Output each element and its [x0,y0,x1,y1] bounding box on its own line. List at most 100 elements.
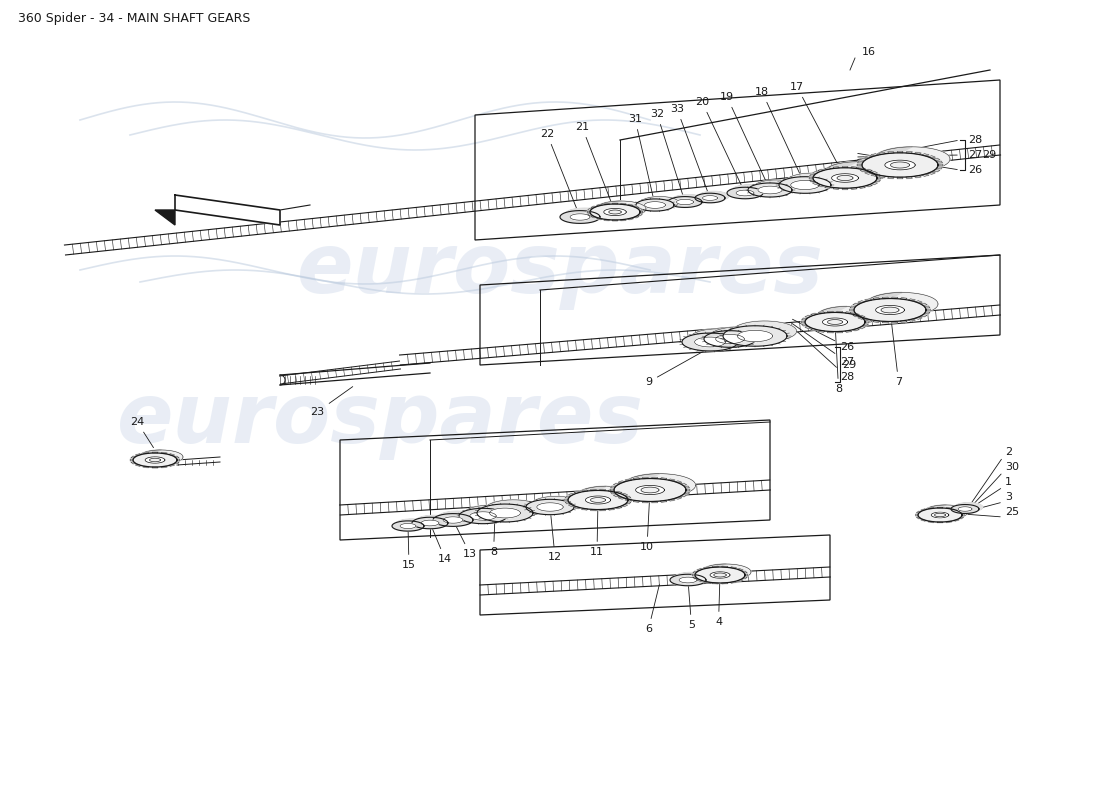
Polygon shape [952,505,979,514]
Polygon shape [722,566,728,567]
Polygon shape [672,194,705,206]
Polygon shape [921,519,926,521]
Polygon shape [865,319,871,321]
Polygon shape [871,174,879,176]
Polygon shape [698,191,728,201]
Polygon shape [837,311,843,313]
Polygon shape [924,306,930,308]
Polygon shape [628,204,634,206]
Polygon shape [818,330,825,332]
Polygon shape [660,501,667,502]
Polygon shape [802,324,807,326]
Polygon shape [737,579,744,582]
Polygon shape [582,508,587,510]
Polygon shape [624,474,695,497]
Polygon shape [135,464,142,466]
Text: 11: 11 [590,502,604,557]
Polygon shape [916,511,921,513]
Polygon shape [805,306,847,331]
Polygon shape [921,314,927,317]
Polygon shape [858,317,865,319]
Text: 29: 29 [842,360,856,370]
Polygon shape [758,186,782,194]
Polygon shape [613,220,617,221]
Text: 15: 15 [402,529,416,570]
Polygon shape [638,214,642,215]
Polygon shape [845,312,851,314]
Polygon shape [628,499,631,501]
Polygon shape [485,500,541,518]
Polygon shape [591,498,605,502]
Polygon shape [857,164,862,166]
Polygon shape [574,491,581,494]
Text: 9: 9 [645,343,717,387]
Polygon shape [692,574,695,576]
Polygon shape [712,327,763,344]
Polygon shape [871,154,879,156]
Text: 18: 18 [755,87,804,182]
Text: 22: 22 [540,129,579,214]
Polygon shape [638,209,642,210]
Polygon shape [412,518,448,529]
Polygon shape [152,467,158,468]
Polygon shape [693,577,697,579]
Polygon shape [833,166,839,168]
Polygon shape [730,567,737,569]
Polygon shape [614,478,686,502]
Text: eurospares: eurospares [297,230,824,310]
Polygon shape [864,318,868,320]
Polygon shape [843,166,848,168]
Polygon shape [130,459,133,461]
Polygon shape [860,158,867,161]
Polygon shape [626,502,630,504]
Polygon shape [850,188,857,190]
Polygon shape [710,572,730,578]
Polygon shape [818,312,825,314]
Polygon shape [621,494,628,495]
Polygon shape [736,190,754,196]
Polygon shape [918,508,962,522]
Polygon shape [873,298,880,299]
Polygon shape [959,517,964,519]
Polygon shape [881,307,899,313]
Polygon shape [610,489,614,491]
Polygon shape [684,486,690,488]
Polygon shape [416,515,452,527]
Polygon shape [713,566,718,567]
Text: 24: 24 [130,417,154,448]
Polygon shape [849,309,854,311]
Polygon shape [922,154,930,156]
Polygon shape [640,211,642,213]
Polygon shape [161,452,167,454]
Polygon shape [802,318,807,320]
Text: 4: 4 [715,578,722,627]
Polygon shape [620,203,626,205]
Polygon shape [858,167,864,169]
Polygon shape [564,499,568,501]
Polygon shape [675,497,682,499]
Polygon shape [614,494,619,497]
Polygon shape [477,504,534,522]
Polygon shape [470,512,496,520]
Polygon shape [701,564,751,580]
Polygon shape [570,214,590,220]
Text: 23: 23 [310,386,353,417]
Polygon shape [946,521,952,522]
Polygon shape [928,156,935,158]
Polygon shape [691,329,747,346]
Polygon shape [596,204,603,206]
Polygon shape [876,174,880,176]
Text: 32: 32 [650,109,684,199]
Polygon shape [679,577,697,583]
Polygon shape [645,202,665,208]
Polygon shape [465,506,513,521]
Polygon shape [614,483,619,486]
Polygon shape [891,162,910,168]
Text: 360 Spider - 34 - MAIN SHAFT GEARS: 360 Spider - 34 - MAIN SHAFT GEARS [18,12,251,25]
Polygon shape [727,187,763,198]
Polygon shape [837,175,852,181]
Polygon shape [813,171,818,174]
Polygon shape [898,151,903,153]
Polygon shape [866,170,872,171]
Polygon shape [811,313,817,315]
